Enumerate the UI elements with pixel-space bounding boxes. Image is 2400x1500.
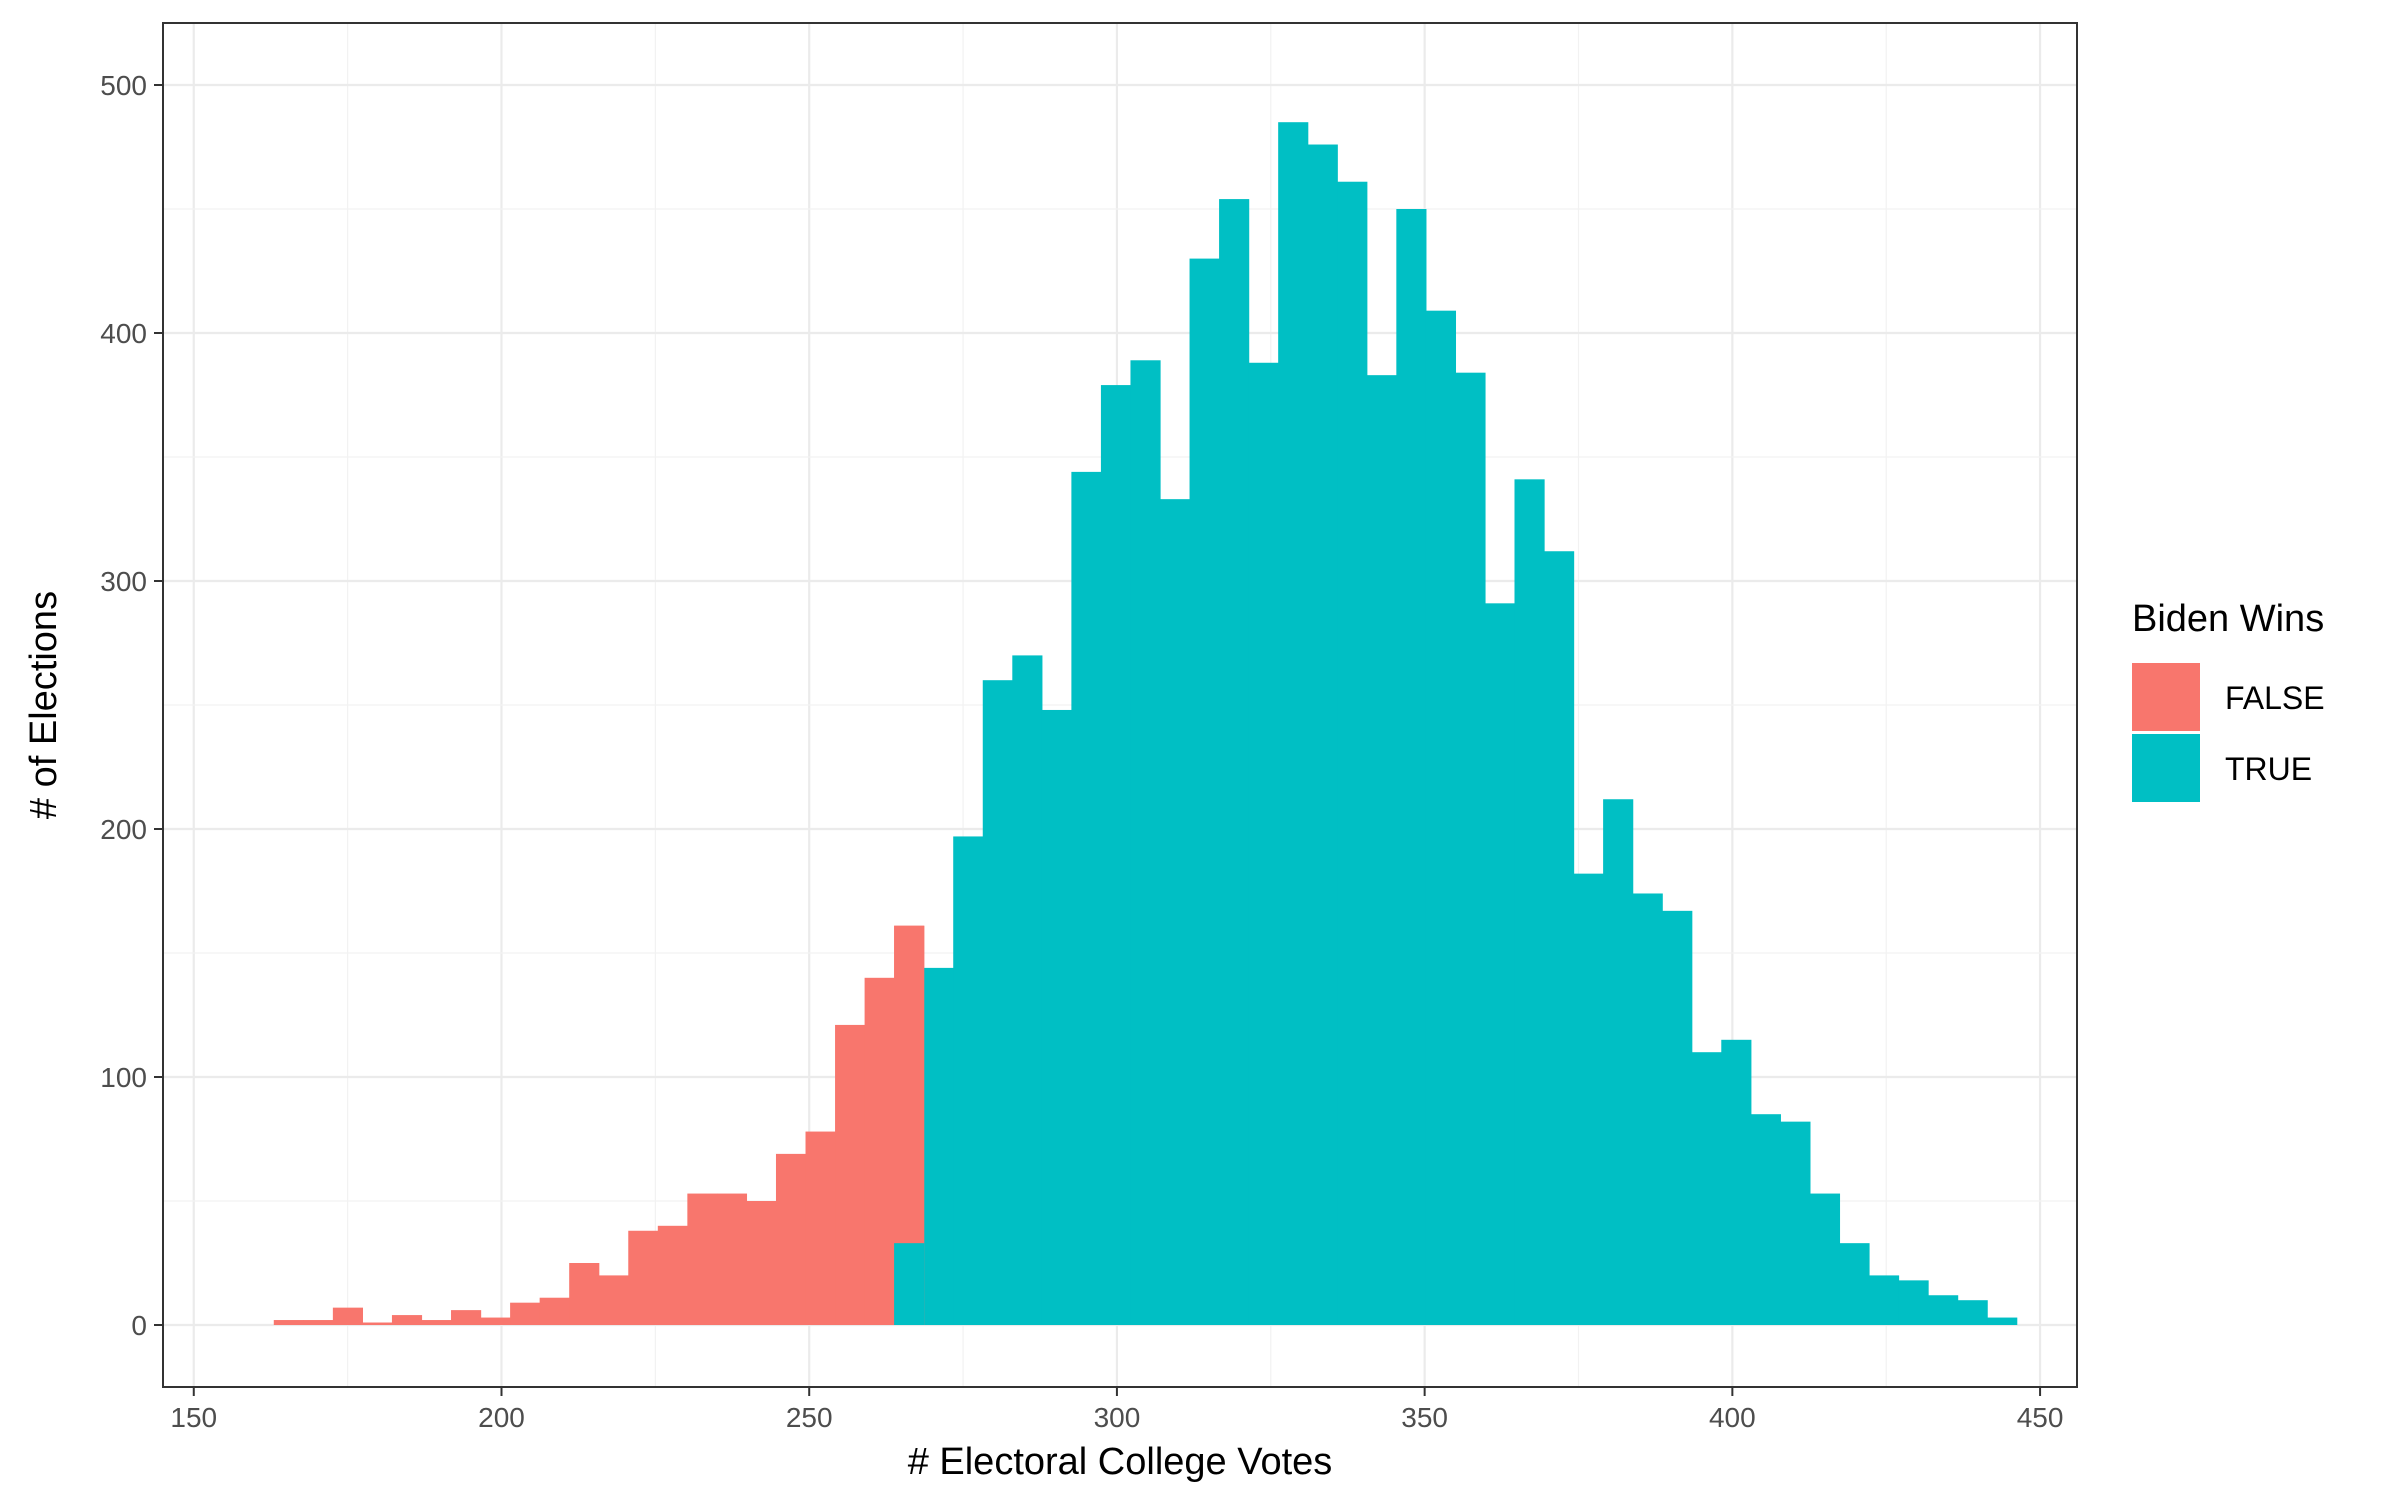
legend: Biden Wins FALSE TRUE: [2132, 598, 2325, 802]
bar-true: [1484, 603, 1516, 1325]
y-tick-label: 300: [100, 566, 147, 597]
bar-false: [569, 1263, 600, 1325]
bar-true: [1189, 258, 1220, 1326]
bar-true: [1898, 1280, 1929, 1325]
bar-true: [1957, 1300, 1988, 1325]
bar-true: [1809, 1193, 1841, 1325]
bar-false: [303, 1320, 334, 1325]
bar-true: [1662, 910, 1693, 1325]
bar-true: [1100, 385, 1132, 1326]
bar-true: [1868, 1275, 1900, 1325]
bar-true: [1278, 122, 1309, 1326]
bar-true: [1750, 1114, 1781, 1325]
bar-false: [391, 1315, 423, 1325]
bar-true: [1514, 479, 1545, 1325]
bar-false: [451, 1310, 482, 1325]
x-tick-label: 250: [786, 1402, 833, 1433]
bar-false: [598, 1275, 629, 1325]
bar-true: [1928, 1295, 1959, 1325]
bar-false: [746, 1201, 777, 1325]
bar-false: [687, 1193, 718, 1325]
bar-true: [1337, 181, 1368, 1326]
bar-true: [1425, 310, 1457, 1325]
x-axis-title: # Electoral College Votes: [908, 1441, 1333, 1483]
bar-true: [1603, 799, 1634, 1325]
bar-false: [510, 1302, 541, 1325]
y-tick-label: 0: [131, 1310, 147, 1341]
bar-true: [1041, 709, 1072, 1325]
bar-false: [362, 1322, 393, 1325]
bar-false: [421, 1320, 452, 1325]
bar-true: [982, 680, 1013, 1325]
bar-true: [1307, 144, 1338, 1325]
bar-false: [864, 977, 895, 1325]
bars-layer: [273, 122, 2018, 1326]
bar-false: [657, 1225, 688, 1325]
bar-false: [628, 1230, 659, 1325]
bar-true: [1071, 471, 1102, 1325]
x-tick-label: 450: [2017, 1402, 2064, 1433]
y-tick-label: 500: [100, 70, 147, 101]
y-tick-label: 200: [100, 814, 147, 845]
y-tick-label: 400: [100, 318, 147, 349]
bar-true: [1012, 655, 1043, 1325]
legend-key-false: [2132, 663, 2200, 731]
bar-true: [1366, 375, 1397, 1325]
bar-true: [953, 836, 984, 1325]
bar-false: [805, 1131, 836, 1325]
bar-true: [1721, 1039, 1752, 1325]
legend-key-true: [2132, 734, 2200, 802]
bar-false: [835, 1024, 866, 1325]
bar-true: [1248, 362, 1279, 1325]
bar-true: [1780, 1121, 1811, 1325]
bar-true: [923, 967, 954, 1325]
x-tick-label: 400: [1709, 1402, 1756, 1433]
bar-false: [480, 1317, 511, 1325]
y-tick-label: 100: [100, 1062, 147, 1093]
bar-true: [1130, 360, 1161, 1325]
x-tick-label: 350: [1401, 1402, 1448, 1433]
legend-label-true: TRUE: [2225, 751, 2312, 787]
bar-false: [716, 1193, 748, 1325]
bar-true: [1573, 873, 1604, 1325]
bar-false: [775, 1153, 807, 1325]
bar-false: [332, 1307, 364, 1325]
bar-true: [1987, 1317, 2018, 1325]
x-tick-label: 200: [478, 1402, 525, 1433]
panel-border: [162, 22, 2078, 1388]
bar-false: [539, 1297, 570, 1325]
ticks-layer: 150 200 250 300 350 400 450 0 100 200 300 400 500: [100, 70, 2063, 1433]
x-tick-label: 300: [1094, 1402, 1141, 1433]
bar-true: [1691, 1052, 1722, 1325]
bar-true: [1839, 1243, 1870, 1325]
x-tick-label: 150: [170, 1402, 217, 1433]
bar-true: [1160, 499, 1191, 1325]
legend-label-false: FALSE: [2225, 680, 2325, 716]
legend-title: Biden Wins: [2132, 598, 2324, 640]
bar-false: [273, 1320, 304, 1325]
bar-true: [1632, 893, 1663, 1325]
bar-true: [1455, 372, 1486, 1325]
bar-true: [1219, 199, 1250, 1326]
bar-true: [1544, 551, 1575, 1325]
y-axis-title: # of Elections: [23, 591, 65, 819]
bar-true: [894, 1243, 925, 1325]
bar-true: [1396, 209, 1427, 1325]
